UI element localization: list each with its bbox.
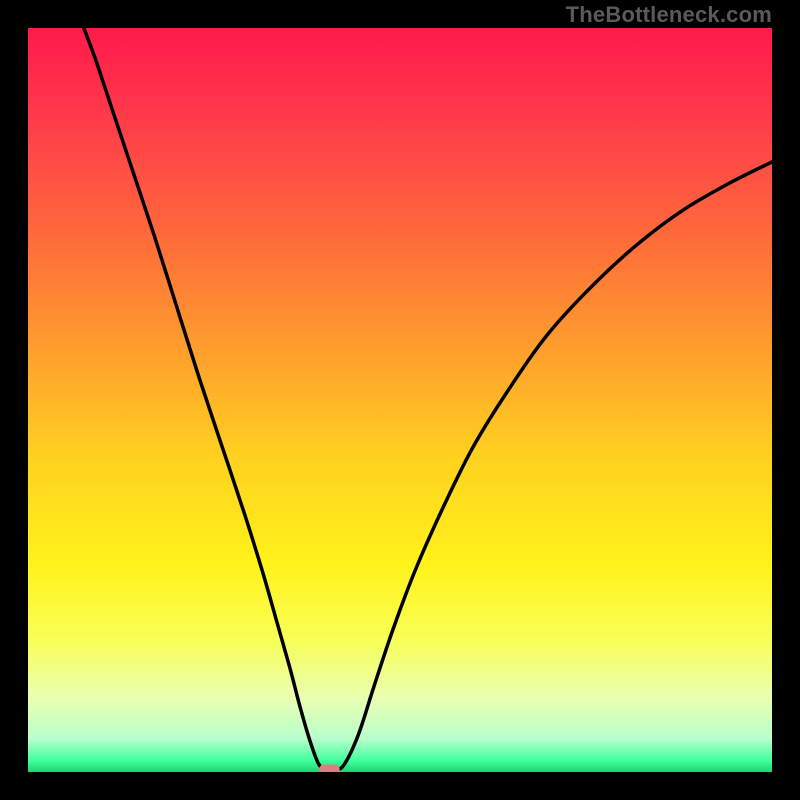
optimal-point-marker bbox=[319, 765, 340, 772]
plot-svg bbox=[28, 28, 772, 772]
chart-frame: TheBottleneck.com bbox=[0, 0, 800, 800]
gradient-background bbox=[28, 28, 772, 772]
watermark-text: TheBottleneck.com bbox=[566, 2, 772, 28]
bottleneck-curve-plot bbox=[28, 28, 772, 772]
